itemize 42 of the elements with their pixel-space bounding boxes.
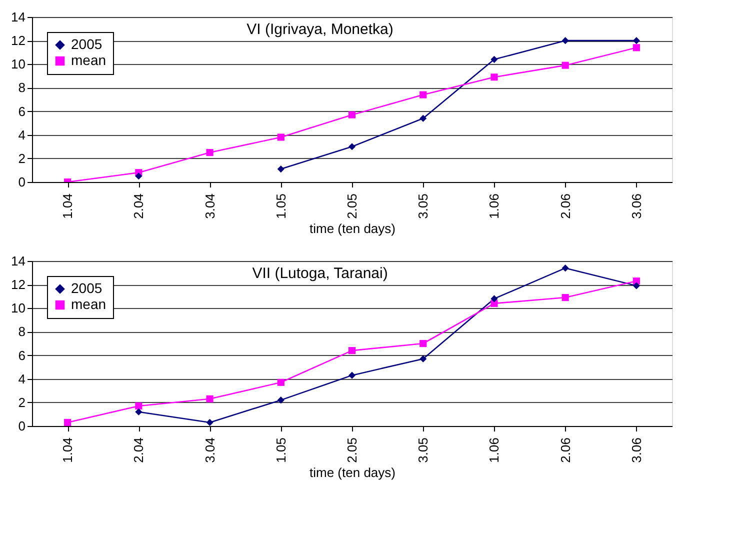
x-tick-label: 3.06 — [628, 438, 644, 463]
x-tick-label: 1.06 — [486, 194, 502, 219]
y-tick-label: 6 — [18, 104, 26, 119]
y-tick-label: 12 — [11, 33, 26, 48]
y-tick-label: 2 — [18, 394, 26, 410]
y-tick-label: 10 — [11, 56, 26, 72]
legend-label: mean — [71, 296, 106, 312]
y-tick-label: 8 — [18, 80, 26, 96]
chart-title: VI (Igrivaya, Monetka) — [246, 21, 394, 38]
y-tick-label: 14 — [11, 254, 26, 268]
x-tick-label: 1.05 — [273, 438, 288, 463]
y-tick-label: 10 — [11, 300, 26, 316]
y-tick-label: 12 — [11, 277, 26, 292]
x-tick-label: 2.04 — [131, 438, 146, 463]
x-tick-label: 2.04 — [131, 194, 146, 219]
legend-label: mean — [71, 52, 106, 68]
y-tick-label: 4 — [18, 371, 26, 386]
x-tick-label: 3.05 — [416, 194, 431, 219]
y-tick-label: 14 — [11, 10, 26, 24]
x-tick-label: 1.04 — [60, 438, 76, 463]
x-axis-title: time (ten days) — [310, 464, 396, 480]
x-tick-label: 3.04 — [202, 438, 218, 463]
x-tick-label: 2.06 — [558, 194, 573, 219]
x-axis-title: time (ten days) — [310, 220, 396, 236]
x-tick-label: 2.05 — [344, 438, 360, 463]
x-tick-label: 2.05 — [344, 194, 360, 219]
y-tick-label: 0 — [18, 174, 26, 190]
y-tick-label: 4 — [18, 127, 26, 142]
x-tick-label: 1.05 — [273, 194, 288, 219]
y-tick-label: 2 — [18, 150, 26, 166]
legend-label: 2005 — [71, 280, 102, 296]
chart-title: VII (Lutoga, Taranai) — [252, 265, 388, 282]
x-tick-label: 2.06 — [558, 438, 573, 463]
y-tick-label: 0 — [18, 418, 26, 434]
x-tick-label: 3.04 — [202, 194, 218, 219]
x-tick-label: 3.06 — [628, 194, 644, 219]
y-tick-label: 8 — [18, 324, 26, 340]
legend-label: 2005 — [71, 36, 102, 52]
x-tick-label: 1.04 — [60, 194, 76, 219]
x-tick-label: 3.05 — [416, 438, 431, 463]
x-tick-label: 1.06 — [486, 438, 502, 463]
y-tick-label: 6 — [18, 348, 26, 363]
